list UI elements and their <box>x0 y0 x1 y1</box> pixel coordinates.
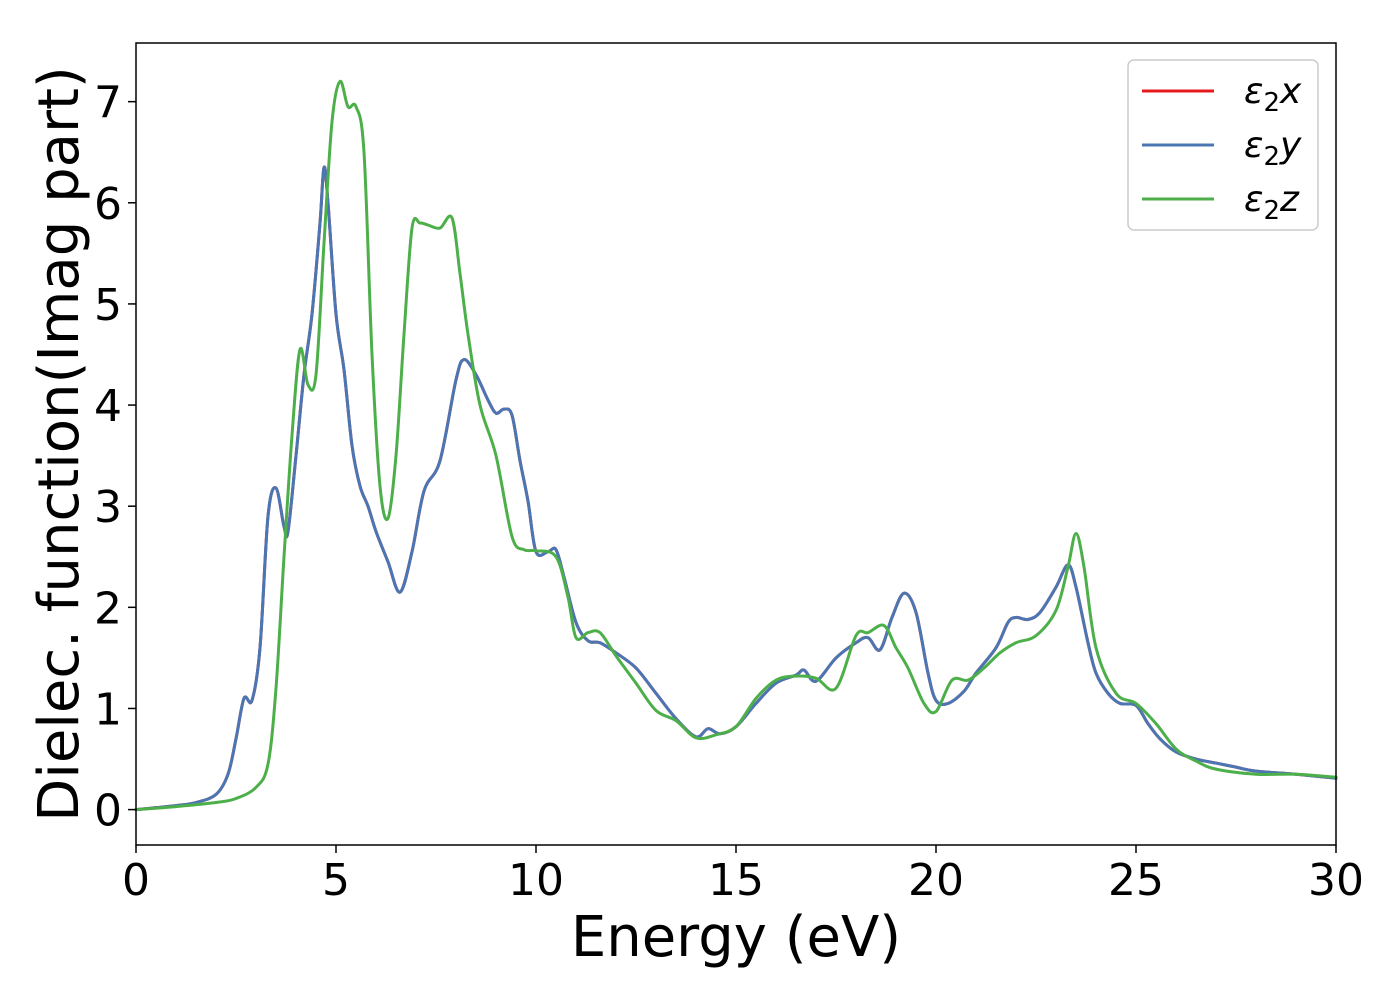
y-tick-label: 1 <box>94 684 122 735</box>
y-tick-label: 2 <box>94 583 122 634</box>
x-tick-label: 0 <box>122 855 150 906</box>
series-line-z <box>134 79 1338 812</box>
y-tick-label: 5 <box>94 280 122 331</box>
y-axis: 0 1 2 3 4 5 6 7 <box>94 78 136 837</box>
x-tick-label: 20 <box>908 855 964 906</box>
series-line-y <box>134 165 1338 812</box>
x-tick-label: 5 <box>322 855 350 906</box>
y-tick-label: 4 <box>94 381 122 432</box>
x-tick-label: 10 <box>508 855 564 906</box>
x-tick-label: 15 <box>708 855 764 906</box>
legend-label-z: ε2z <box>1244 179 1300 226</box>
x-axis-label: Energy (eV) <box>571 905 901 970</box>
y-tick-label: 6 <box>94 179 122 230</box>
y-tick-label: 3 <box>94 482 122 533</box>
y-tick-label: 0 <box>94 786 122 837</box>
legend-label-y: ε2y <box>1244 125 1302 172</box>
plot-lines <box>134 79 1338 812</box>
x-tick-label: 25 <box>1108 855 1164 906</box>
y-tick-label: 7 <box>94 78 122 129</box>
y-axis-label: Dielec. function(Imag part) <box>27 66 92 822</box>
legend: ε2x ε2y ε2z <box>1127 59 1319 231</box>
legend-box <box>1127 59 1319 231</box>
legend-label-x: ε2x <box>1244 71 1302 118</box>
x-tick-label: 30 <box>1308 855 1364 906</box>
x-axis: 0 5 10 15 20 25 30 <box>122 845 1364 906</box>
